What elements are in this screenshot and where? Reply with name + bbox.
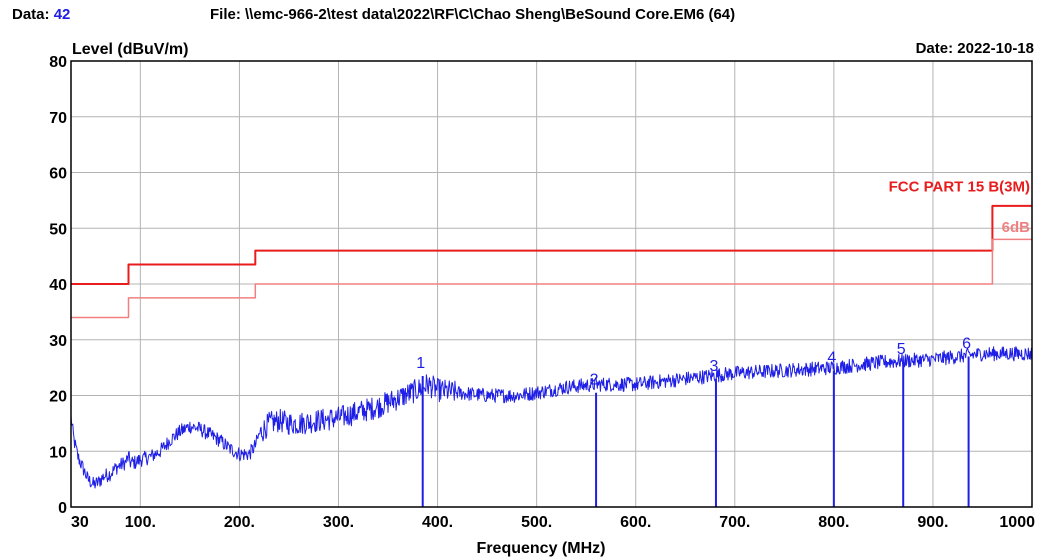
x-tick-label: 1000 bbox=[999, 514, 1035, 531]
x-ticks: 30 100. 200. 300. 400. 500. 600. 700. 800. 900. 10… bbox=[71, 514, 1035, 531]
marker-label: 2 bbox=[590, 372, 599, 389]
data-label: Data: bbox=[12, 6, 50, 23]
y-tick-label: 60 bbox=[49, 166, 67, 183]
y-axis-label: Level (dBuV/m) bbox=[72, 41, 188, 58]
file-label: File: bbox=[210, 6, 241, 23]
x-tick-label: 300. bbox=[323, 514, 354, 531]
x-tick-label: 600. bbox=[620, 514, 651, 531]
marker-label: 6 bbox=[962, 335, 971, 352]
markers: 1 2 3 4 5 6 bbox=[416, 335, 971, 507]
marker-label: 5 bbox=[897, 341, 906, 358]
header-file: File: \\emc-966-2\test data\2022\RF\C\Ch… bbox=[210, 6, 735, 23]
x-tick-label: 700. bbox=[719, 514, 750, 531]
limit-line bbox=[71, 204, 1032, 285]
y-ticks: 0 10 20 30 40 50 60 70 80 bbox=[49, 54, 67, 517]
header-date: Date: 2022-10-18 bbox=[916, 40, 1034, 57]
plot-frame bbox=[70, 60, 1033, 508]
x-tick-label: 100. bbox=[125, 514, 156, 531]
y-tick-label: 80 bbox=[49, 54, 67, 71]
marker-label: 4 bbox=[827, 349, 836, 366]
y-tick-label: 20 bbox=[49, 389, 67, 406]
date-value: 2022-10-18 bbox=[957, 40, 1034, 57]
x-axis-label: Frequency (MHz) bbox=[477, 540, 606, 557]
data-value: 42 bbox=[53, 6, 71, 23]
header-data: Data: 42 bbox=[12, 6, 70, 23]
marker-label: 3 bbox=[710, 358, 719, 375]
x-tick-label: 500. bbox=[521, 514, 552, 531]
chart-lines bbox=[70, 204, 1033, 489]
x-tick-label: 900. bbox=[917, 514, 948, 531]
y-tick-label: 50 bbox=[49, 221, 67, 238]
y-tick-label: 40 bbox=[49, 277, 67, 294]
x-tick-label: 200. bbox=[224, 514, 255, 531]
limit-label: FCC PART 15 B(3M) bbox=[889, 178, 1030, 195]
marker-label: 1 bbox=[416, 355, 425, 372]
y-tick-label: 10 bbox=[49, 444, 67, 461]
y-tick-label: 0 bbox=[58, 500, 67, 517]
file-path: \\emc-966-2\test data\2022\RF\C\Chao She… bbox=[245, 6, 736, 23]
date-label: Date: bbox=[915, 40, 954, 57]
measurement-trace bbox=[70, 346, 1033, 489]
margin-line bbox=[71, 238, 1032, 319]
y-tick-label: 30 bbox=[49, 333, 67, 350]
x-tick-label: 400. bbox=[422, 514, 453, 531]
margin-label: 6dB bbox=[1002, 219, 1031, 236]
annotations: FCC PART 15 B(3M) 6dB bbox=[889, 178, 1031, 236]
x-tick-label: 30 bbox=[71, 514, 89, 531]
x-tick-label: 800. bbox=[818, 514, 849, 531]
y-tick-label: 70 bbox=[49, 110, 67, 127]
